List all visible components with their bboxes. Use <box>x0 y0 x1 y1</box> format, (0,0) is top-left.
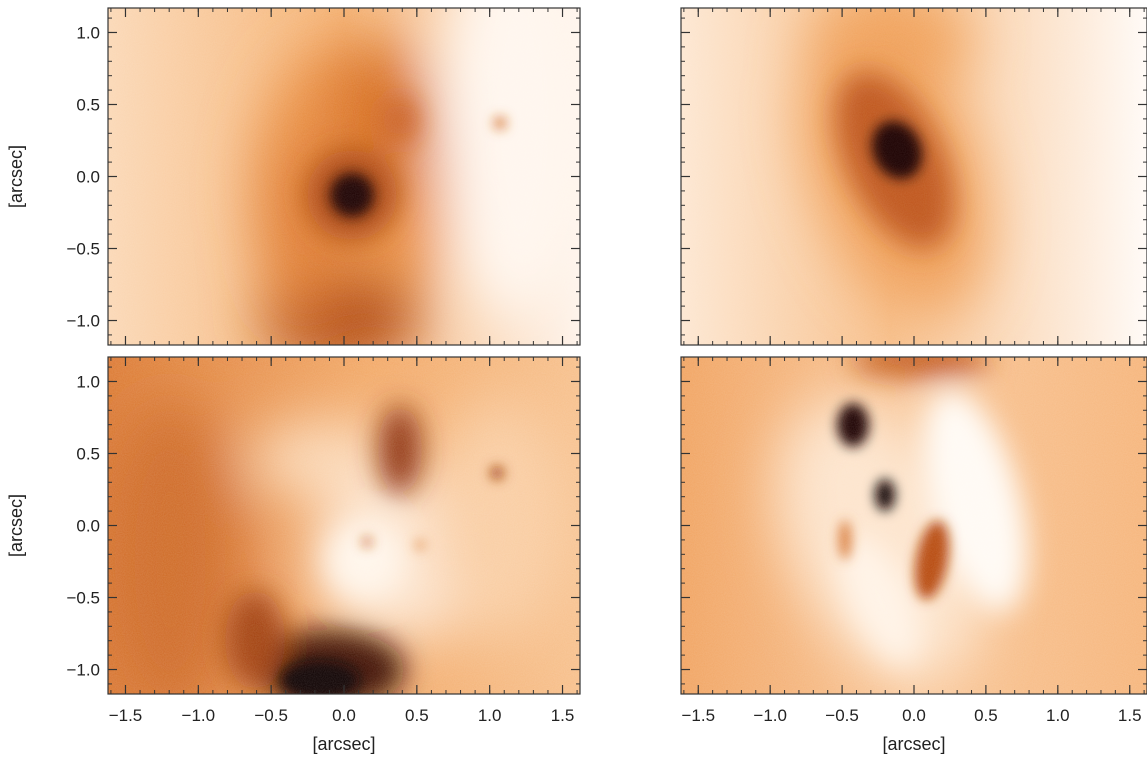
image-panel-bottom-left <box>108 357 580 694</box>
y-tick-label: 0.5 <box>76 444 100 463</box>
x-tick-label: 1.5 <box>1118 706 1142 725</box>
image-panel-bottom-right <box>681 357 1147 694</box>
axes-bottom-right: −1.5 −1.0 −0.5 0.0 0.5 1.0 1.5 [arcsec] <box>680 356 1147 754</box>
y-tick-label: −1.0 <box>66 312 100 331</box>
y-axis-label: [arcsec] <box>6 145 26 208</box>
y-tick-label: 1.0 <box>76 372 100 391</box>
x-tick-label: −0.5 <box>254 706 288 725</box>
x-tick-label: 0.0 <box>902 706 926 725</box>
axes-top-right <box>680 7 1147 346</box>
image-panel-top-right <box>681 8 1147 345</box>
x-tick-label: −1.5 <box>109 706 143 725</box>
y-tick-label: −0.5 <box>66 589 100 608</box>
x-tick-label: 1.0 <box>478 706 502 725</box>
x-tick-label: −1.0 <box>753 706 787 725</box>
x-tick-label: 1.5 <box>551 706 575 725</box>
y-tick-label: −0.5 <box>66 240 100 259</box>
x-tick-label: −1.5 <box>681 706 715 725</box>
x-tick-label: 0.5 <box>974 706 998 725</box>
y-tick-label: −1.0 <box>66 661 100 680</box>
y-tick-label: 0.5 <box>76 95 100 114</box>
x-tick-label: −1.0 <box>182 706 216 725</box>
y-tick-label: 0.0 <box>76 517 100 536</box>
axes-bottom-left: −1.5 −1.0 −0.5 0.0 0.5 1.0 1.5 1.0 0.5 0.0 −0.5 −1.… <box>6 356 581 754</box>
axes-top-left: 1.0 0.5 0.0 −0.5 −1.0 [arcsec] <box>6 7 581 346</box>
image-panel-top-left <box>108 8 580 345</box>
y-tick-label: 0.0 <box>76 168 100 187</box>
x-tick-label: 1.0 <box>1046 706 1070 725</box>
x-axis-label: [arcsec] <box>312 734 375 754</box>
x-tick-label: 0.0 <box>332 706 356 725</box>
x-tick-label: −0.5 <box>825 706 859 725</box>
x-axis-label: [arcsec] <box>882 734 945 754</box>
y-axis-label: [arcsec] <box>6 494 26 557</box>
x-tick-label: 0.5 <box>405 706 429 725</box>
y-tick-label: 1.0 <box>76 23 100 42</box>
